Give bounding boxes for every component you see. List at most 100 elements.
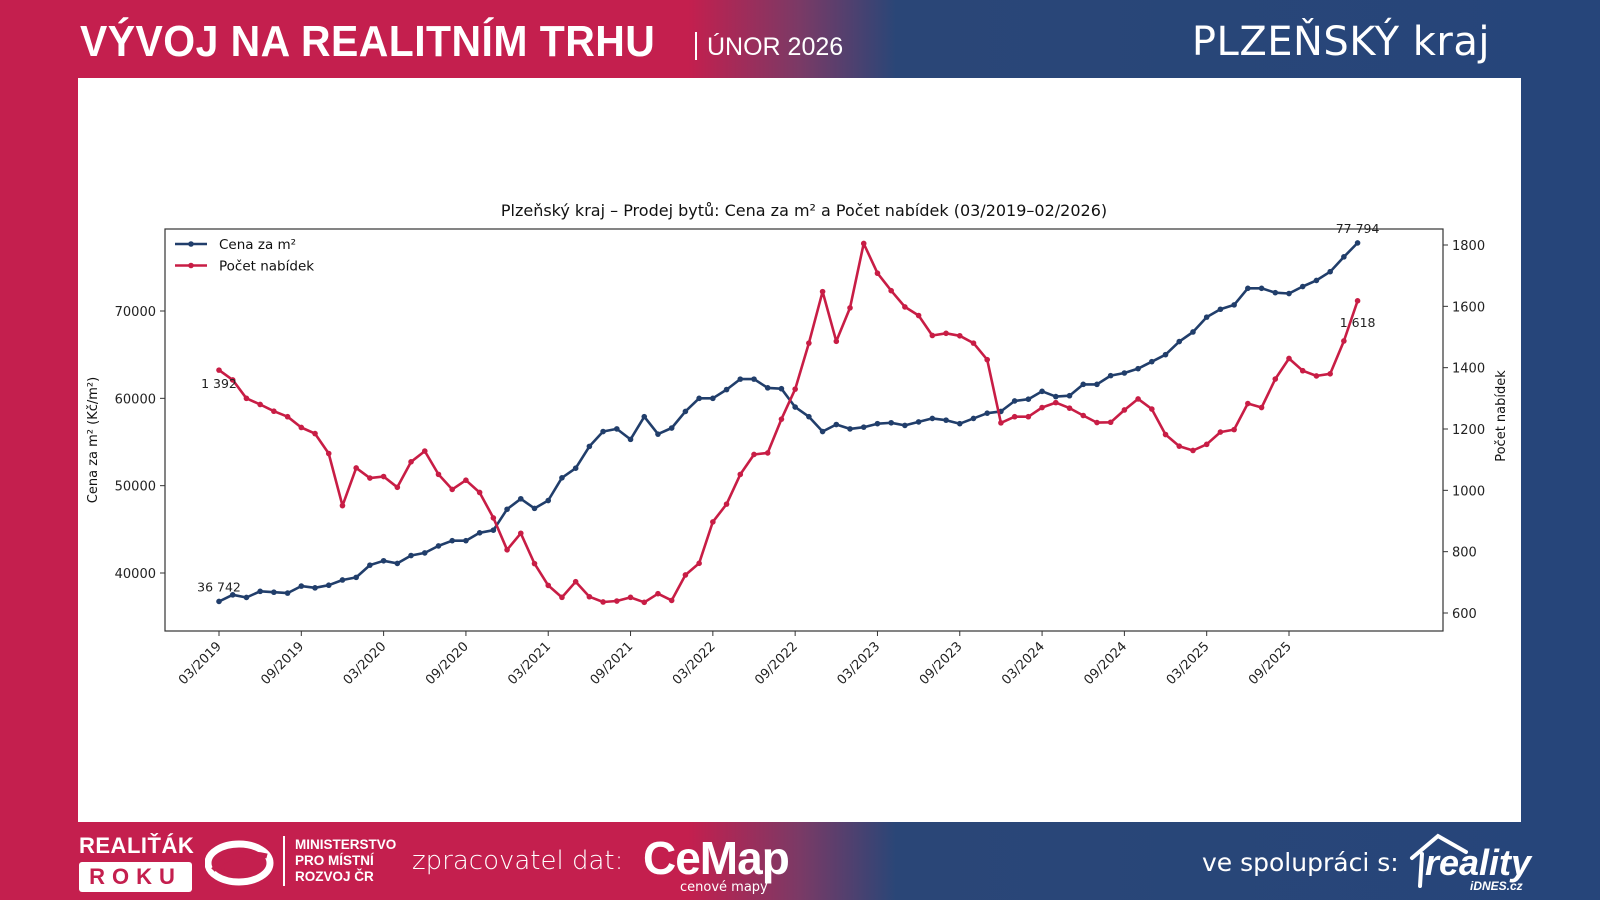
data-point xyxy=(943,417,949,423)
legend-marker xyxy=(188,262,194,269)
data-point xyxy=(1080,381,1087,388)
data-point xyxy=(1162,351,1169,358)
data-point xyxy=(1286,355,1292,362)
data-point xyxy=(819,428,826,435)
data-point xyxy=(298,424,305,431)
data-point xyxy=(723,501,730,507)
data-point xyxy=(614,598,620,604)
data-point xyxy=(476,489,483,496)
data-point xyxy=(325,450,332,457)
data-point xyxy=(1052,399,1059,406)
data-point xyxy=(792,386,798,392)
data-point xyxy=(970,340,977,346)
header: VÝVOJ NA REALITNÍM TRHU ÚNOR 2026 PLZEŇS… xyxy=(0,0,1600,78)
series-count xyxy=(216,240,1361,606)
y-tick-label: 70000 xyxy=(115,305,156,320)
data-point xyxy=(1149,358,1155,365)
y2-axis-label: Počet nabídek xyxy=(1494,370,1509,462)
chart-panel: Plzeňský kraj – Prodej bytů: Cena za m² … xyxy=(78,78,1521,822)
data-point xyxy=(284,590,291,596)
award-logo-text: REALIŤÁK xyxy=(79,833,195,858)
data-point xyxy=(1121,370,1128,376)
data-point xyxy=(956,332,963,339)
chart-title: Plzeňský kraj – Prodej bytů: Cena za m² … xyxy=(501,201,1107,220)
data-point xyxy=(682,572,689,578)
data-point xyxy=(312,585,318,591)
data-point xyxy=(339,502,346,509)
data-point xyxy=(682,408,689,415)
data-point xyxy=(888,419,894,426)
y-tick-label: 40000 xyxy=(115,567,156,582)
data-point xyxy=(1162,431,1169,438)
data-point xyxy=(1231,302,1237,308)
data-point xyxy=(490,527,497,534)
data-point xyxy=(545,582,552,589)
region-title: PLZEŇSKÝ kraj xyxy=(1191,19,1490,65)
data-point xyxy=(229,592,236,598)
data-point xyxy=(1217,306,1224,313)
y-axis-label: Cena za m² (Kč/m²) xyxy=(86,377,101,503)
data-point xyxy=(710,395,716,402)
data-point xyxy=(1245,400,1251,407)
y2-tick-label: 600 xyxy=(1452,607,1477,622)
data-point xyxy=(751,376,757,382)
data-point xyxy=(1313,277,1320,284)
data-point xyxy=(984,410,991,416)
report-title: VÝVOJ NA REALITNÍM TRHU xyxy=(80,17,656,66)
data-point xyxy=(435,471,442,478)
y2-tick-label: 1000 xyxy=(1452,484,1485,499)
data-point xyxy=(435,543,442,549)
data-point xyxy=(970,415,977,422)
legend-marker xyxy=(188,241,194,247)
data-point xyxy=(860,424,867,430)
data-point xyxy=(339,577,346,583)
data-point xyxy=(1094,419,1100,426)
series-group xyxy=(216,240,1361,606)
data-point xyxy=(1258,285,1265,292)
idnes-logo: iDNES.cz xyxy=(1470,879,1523,893)
data-point xyxy=(243,395,250,402)
data-point xyxy=(1011,413,1018,420)
data-point xyxy=(1341,338,1347,344)
data-point xyxy=(394,484,401,491)
data-point xyxy=(449,537,456,544)
reality-logo: reality xyxy=(1425,842,1532,883)
data-point xyxy=(1231,426,1237,433)
data-point xyxy=(367,562,373,568)
y-tick-label: 50000 xyxy=(115,480,156,495)
data-point xyxy=(1039,404,1045,411)
data-point xyxy=(353,465,359,471)
y-tick-label: 60000 xyxy=(115,392,156,407)
data-point xyxy=(1354,240,1361,246)
data-point xyxy=(984,356,991,363)
x-tick-label: 03/2022 xyxy=(670,639,719,688)
data-point xyxy=(1272,376,1279,382)
x-tick-label: 09/2019 xyxy=(258,639,307,688)
data-point xyxy=(627,436,634,443)
data-point xyxy=(243,594,250,601)
data-point xyxy=(1217,429,1224,435)
data-point xyxy=(764,385,771,391)
data-point xyxy=(751,451,757,458)
data-point xyxy=(888,287,894,294)
cemap-logo: CeMap xyxy=(643,832,790,884)
data-point xyxy=(1149,406,1155,412)
data-point xyxy=(298,583,305,589)
data-point xyxy=(764,450,771,456)
x-tick-label: 03/2019 xyxy=(176,639,225,688)
data-point xyxy=(1272,289,1279,296)
data-point xyxy=(1135,396,1141,402)
data-point xyxy=(257,588,263,595)
data-point xyxy=(1107,372,1114,379)
data-point xyxy=(710,519,716,525)
data-point xyxy=(463,537,469,544)
ministry-line-2: PRO MÍSTNÍ xyxy=(295,853,374,868)
annotations: 36 742 77 794 1 392 1 618 xyxy=(197,221,1379,595)
data-point xyxy=(559,594,565,601)
data-point xyxy=(1011,398,1018,404)
data-point xyxy=(696,560,702,567)
data-point xyxy=(545,497,552,504)
data-point xyxy=(1176,443,1183,449)
data-point xyxy=(847,305,853,311)
x-tick-label: 09/2024 xyxy=(1081,639,1130,688)
